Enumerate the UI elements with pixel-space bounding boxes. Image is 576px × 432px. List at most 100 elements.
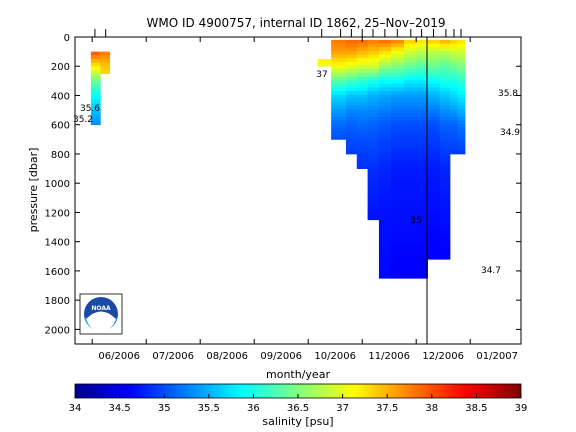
salinity-cell bbox=[367, 72, 380, 77]
salinity-cell bbox=[404, 226, 417, 231]
salinity-cell bbox=[378, 87, 392, 92]
salinity-cell bbox=[439, 120, 451, 125]
y-tick-label: 400 bbox=[51, 91, 70, 102]
salinity-cell bbox=[404, 76, 417, 81]
salinity-cell bbox=[427, 65, 441, 70]
salinity-cell bbox=[416, 270, 428, 275]
salinity-cell bbox=[346, 149, 358, 154]
salinity-cell bbox=[449, 109, 458, 114]
salinity-cell bbox=[404, 277, 417, 279]
salinity-cell bbox=[391, 109, 405, 114]
salinity-cell bbox=[427, 39, 441, 44]
salinity-cell bbox=[331, 123, 347, 129]
salinity-cell bbox=[427, 178, 441, 183]
salinity-cell bbox=[427, 54, 441, 59]
salinity-cell bbox=[404, 113, 417, 118]
salinity-cell bbox=[391, 262, 405, 267]
contour-label: 35.6 bbox=[80, 104, 100, 114]
salinity-cell bbox=[391, 229, 405, 235]
salinity-cell bbox=[391, 197, 405, 202]
salinity-cell bbox=[457, 50, 466, 55]
salinity-cell bbox=[356, 54, 368, 59]
salinity-cell bbox=[439, 43, 451, 48]
salinity-cell bbox=[404, 248, 417, 253]
salinity-cell bbox=[457, 76, 466, 81]
salinity-cell bbox=[439, 208, 451, 213]
salinity-cell bbox=[391, 186, 405, 191]
salinity-cell bbox=[346, 116, 358, 121]
salinity-cell bbox=[391, 76, 405, 81]
salinity-cell bbox=[356, 116, 368, 121]
salinity-cell bbox=[427, 189, 441, 194]
salinity-cell bbox=[416, 156, 428, 161]
colorbar-tick-label: 37.5 bbox=[376, 403, 398, 414]
salinity-cell bbox=[449, 83, 458, 88]
salinity-cell bbox=[378, 259, 392, 264]
salinity-cell bbox=[391, 127, 405, 132]
salinity-cell bbox=[331, 58, 347, 63]
salinity-cell bbox=[457, 65, 466, 70]
salinity-cell bbox=[427, 138, 441, 143]
salinity-cell bbox=[416, 142, 428, 147]
salinity-cell bbox=[404, 189, 417, 194]
chart-title: WMO ID 4900757, internal ID 1862, 25–Nov… bbox=[147, 16, 446, 30]
salinity-cell bbox=[378, 149, 392, 154]
salinity-cell bbox=[391, 270, 405, 275]
salinity-cell bbox=[391, 193, 405, 198]
salinity-cell bbox=[404, 215, 417, 220]
x-tick-label: 01/2007 bbox=[476, 351, 518, 362]
salinity-cell bbox=[449, 72, 458, 77]
salinity-cell bbox=[378, 251, 392, 256]
salinity-cell bbox=[391, 156, 405, 161]
salinity-cell bbox=[416, 244, 428, 249]
y-tick-label: 1000 bbox=[45, 179, 70, 190]
salinity-cell bbox=[391, 240, 405, 245]
salinity-cell bbox=[404, 197, 417, 202]
salinity-cell bbox=[416, 113, 428, 118]
salinity-cell bbox=[90, 102, 101, 107]
salinity-cell bbox=[404, 138, 417, 143]
salinity-cell bbox=[416, 167, 428, 172]
salinity-cell bbox=[427, 240, 441, 245]
salinity-cell bbox=[378, 156, 392, 161]
salinity-cell bbox=[378, 61, 392, 66]
salinity-cell bbox=[331, 98, 347, 103]
salinity-cell bbox=[346, 142, 358, 147]
salinity-cell bbox=[391, 200, 405, 205]
salinity-cell bbox=[378, 219, 392, 224]
salinity-cell bbox=[378, 83, 392, 88]
salinity-cell bbox=[416, 233, 428, 238]
salinity-cell bbox=[331, 131, 347, 136]
colorbar-tick-label: 39 bbox=[515, 403, 528, 414]
salinity-cell bbox=[378, 113, 392, 118]
salinity-cell bbox=[346, 47, 358, 52]
salinity-cell bbox=[404, 178, 417, 183]
salinity-cell bbox=[439, 50, 451, 55]
salinity-cell bbox=[346, 65, 358, 70]
salinity-cell bbox=[391, 164, 405, 169]
salinity-cell bbox=[331, 102, 347, 107]
salinity-cell bbox=[331, 50, 347, 55]
salinity-cell bbox=[378, 266, 392, 271]
salinity-cell bbox=[449, 120, 458, 125]
salinity-cell bbox=[367, 58, 380, 63]
salinity-cell bbox=[346, 58, 358, 63]
salinity-cell bbox=[100, 66, 111, 71]
salinity-cell bbox=[378, 182, 392, 187]
salinity-cell bbox=[427, 87, 441, 92]
salinity-cell bbox=[427, 233, 441, 238]
salinity-cell bbox=[356, 120, 368, 125]
salinity-cell bbox=[449, 153, 458, 155]
salinity-cell bbox=[427, 204, 441, 209]
salinity-cell bbox=[378, 208, 392, 213]
salinity-cell bbox=[404, 266, 417, 271]
salinity-cell bbox=[439, 171, 451, 176]
salinity-cell bbox=[378, 47, 392, 52]
salinity-cell bbox=[416, 237, 428, 242]
salinity-cell bbox=[439, 80, 451, 85]
salinity-cell bbox=[367, 193, 380, 198]
salinity-cell bbox=[404, 50, 417, 55]
salinity-cell bbox=[427, 226, 441, 231]
salinity-cell bbox=[404, 193, 417, 198]
salinity-cell bbox=[427, 61, 441, 66]
